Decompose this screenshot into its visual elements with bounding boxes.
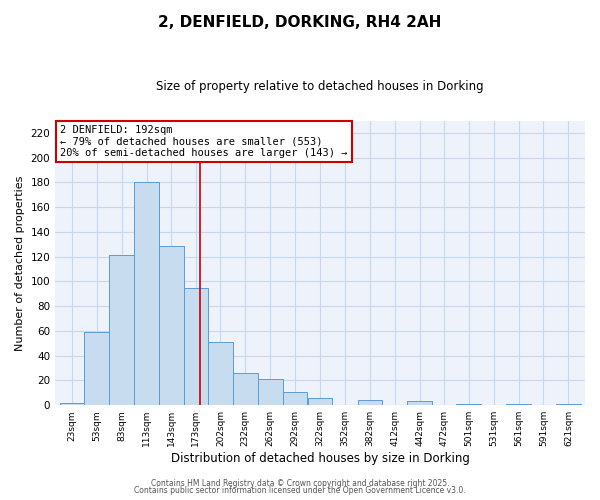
Bar: [134, 182, 159, 405]
Bar: [283, 392, 307, 405]
Bar: [184, 288, 208, 405]
Bar: [506, 404, 531, 405]
Bar: [109, 256, 134, 405]
Bar: [85, 332, 109, 405]
Bar: [258, 379, 283, 405]
X-axis label: Distribution of detached houses by size in Dorking: Distribution of detached houses by size …: [170, 452, 470, 465]
Bar: [556, 404, 581, 405]
Bar: [308, 398, 332, 405]
Bar: [208, 342, 233, 405]
Bar: [159, 246, 184, 405]
Bar: [457, 404, 481, 405]
Bar: [59, 402, 84, 405]
Bar: [407, 402, 432, 405]
Bar: [233, 373, 257, 405]
Text: 2, DENFIELD, DORKING, RH4 2AH: 2, DENFIELD, DORKING, RH4 2AH: [158, 15, 442, 30]
Y-axis label: Number of detached properties: Number of detached properties: [15, 175, 25, 350]
Bar: [358, 400, 382, 405]
Text: Contains public sector information licensed under the Open Government Licence v3: Contains public sector information licen…: [134, 486, 466, 495]
Text: Contains HM Land Registry data © Crown copyright and database right 2025.: Contains HM Land Registry data © Crown c…: [151, 478, 449, 488]
Title: Size of property relative to detached houses in Dorking: Size of property relative to detached ho…: [156, 80, 484, 93]
Text: 2 DENFIELD: 192sqm
← 79% of detached houses are smaller (553)
20% of semi-detach: 2 DENFIELD: 192sqm ← 79% of detached hou…: [61, 125, 348, 158]
